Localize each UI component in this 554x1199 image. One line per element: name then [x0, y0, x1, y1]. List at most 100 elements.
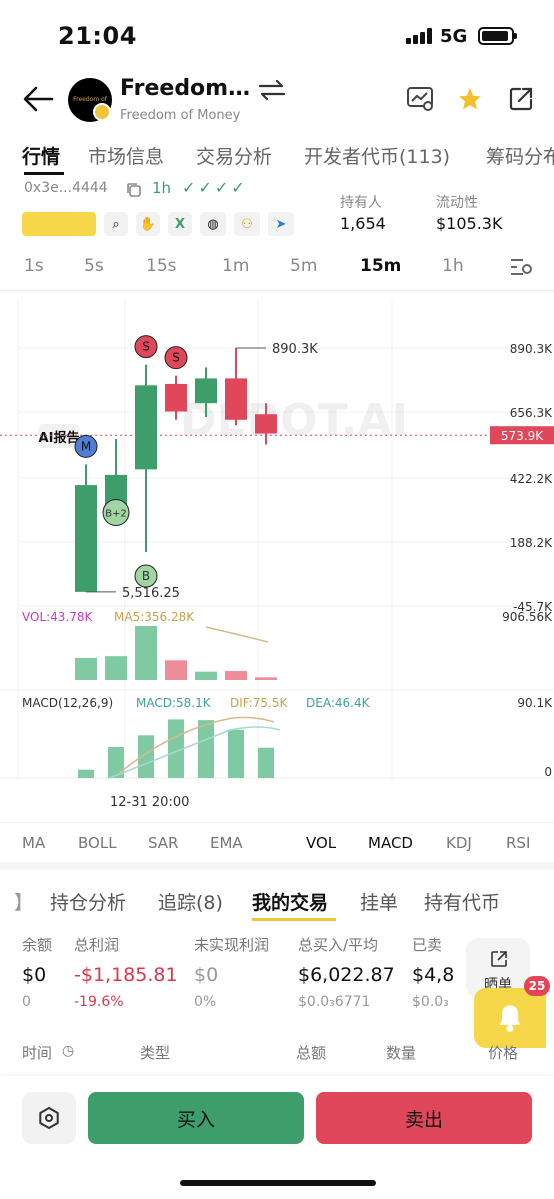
- tab-my-trades[interactable]: 我的交易: [252, 892, 329, 914]
- macd-bar: [138, 735, 154, 778]
- section-tab-underline: [252, 918, 336, 921]
- clock-icon[interactable]: ◷: [62, 1043, 75, 1059]
- interval-5m[interactable]: 5m: [290, 256, 318, 276]
- current-price-label: 573.9K: [501, 429, 544, 443]
- indicator-ema[interactable]: EMA: [210, 834, 243, 852]
- tab-trade-analysis[interactable]: 交易分析: [196, 146, 273, 168]
- interval-5s[interactable]: 5s: [84, 256, 104, 276]
- indicator-rsi[interactable]: RSI: [506, 834, 531, 852]
- vol-label: VOL:43.78K: [22, 610, 94, 624]
- interval-15m[interactable]: 15m: [360, 256, 402, 276]
- notification-button[interactable]: [474, 988, 546, 1048]
- buy-button[interactable]: 买入: [88, 1092, 304, 1144]
- interval-15s[interactable]: 15s: [146, 256, 177, 276]
- x-axis-label: 12-31 20:00: [110, 795, 189, 810]
- indicator-vol[interactable]: VOL: [306, 834, 337, 852]
- profit-percent: -19.6%: [74, 994, 124, 1010]
- trade-marker-label: M: [81, 439, 91, 453]
- back-arrow-icon[interactable]: [22, 86, 54, 112]
- indicator-boll[interactable]: BOLL: [78, 834, 117, 852]
- col-total[interactable]: 总额: [296, 1044, 327, 1062]
- col-price[interactable]: 价格: [488, 1044, 519, 1062]
- vol-ma-line: [205, 626, 269, 643]
- sell-button[interactable]: 卖出: [316, 1092, 532, 1144]
- candle-body: [255, 414, 277, 434]
- tab-tracking[interactable]: 追踪(8): [158, 892, 223, 914]
- macd-zero-label: 0: [544, 765, 552, 779]
- macd-bar: [198, 720, 214, 778]
- tab-dev-tokens[interactable]: 开发者代币(113): [304, 146, 451, 168]
- status-time: 21:04: [58, 22, 137, 50]
- sell-label: 卖出: [404, 1108, 443, 1131]
- x-icon[interactable]: X: [168, 212, 192, 236]
- hand-icon[interactable]: ✋: [136, 212, 160, 236]
- candle-body: [195, 378, 217, 404]
- candle-body: [105, 474, 127, 506]
- globe-icon[interactable]: ◍: [200, 212, 226, 236]
- balance-sub: 0: [22, 994, 31, 1010]
- trade-marker: [164, 346, 188, 370]
- search-icon[interactable]: ⌕: [104, 212, 128, 236]
- share-link-icon[interactable]: [508, 86, 534, 112]
- indicator-macd[interactable]: MACD: [368, 834, 413, 852]
- trade-marker: [134, 564, 158, 588]
- indicator-kdj[interactable]: KDJ: [446, 834, 472, 852]
- watch-chart-icon[interactable]: [406, 86, 436, 112]
- interval-1m[interactable]: 1m: [222, 256, 250, 276]
- trade-settings-button[interactable]: [22, 1092, 76, 1144]
- col-time[interactable]: 时间: [22, 1044, 53, 1062]
- telegram-icon[interactable]: ➤: [268, 212, 294, 236]
- macd-value-label: MACD:58.1K: [136, 696, 212, 710]
- ai-report-button[interactable]: AI报告: [22, 212, 96, 448]
- tab-position-analysis[interactable]: 持仓分析: [50, 892, 127, 914]
- high-label: 890.3K: [272, 342, 318, 357]
- interval-1s[interactable]: 1s: [24, 256, 44, 276]
- chain-badge-icon: [93, 103, 111, 121]
- sold-label: 已卖: [412, 936, 443, 954]
- tab-market-info[interactable]: 市场信息: [88, 146, 165, 168]
- trade-marker-label: S: [172, 351, 180, 365]
- indicator-sar[interactable]: SAR: [148, 834, 179, 852]
- trade-marker: [134, 335, 158, 359]
- safety-checks: ✓✓✓✓: [182, 178, 248, 197]
- indicator-ma[interactable]: MA: [22, 834, 46, 852]
- trade-marker: [102, 498, 130, 526]
- group-icon[interactable]: ⚇: [234, 212, 260, 236]
- macd-bar: [108, 747, 124, 778]
- balance-value: $0: [22, 964, 47, 986]
- hexagon-settings-icon: [39, 1106, 59, 1130]
- trade-marker-label: B+2: [105, 508, 127, 519]
- divider: [0, 822, 554, 823]
- macd-bar: [78, 769, 94, 778]
- unrealized-value: $0: [194, 964, 219, 986]
- tab-held-tokens[interactable]: 持有代币: [424, 892, 501, 914]
- vol-ma-label: MA5:356.28K: [114, 610, 195, 624]
- holders-label: 持有人: [340, 195, 382, 211]
- unrealized-label: 未实现利润: [194, 936, 270, 954]
- token-subtitle: Freedom of Money: [120, 108, 241, 123]
- total-buy-label: 总买入/平均: [298, 936, 379, 954]
- col-type[interactable]: 类型: [140, 1044, 171, 1062]
- price-chart[interactable]: DEBOT.AI 890.3K 656.3K 422.2K 188.2K -45.7K 57…: [0, 290, 554, 820]
- copy-icon[interactable]: [126, 182, 142, 198]
- tab-market[interactable]: 行情: [22, 146, 61, 168]
- swap-icon[interactable]: [258, 80, 286, 100]
- token-age: 1h: [152, 179, 172, 197]
- holders-value: 1,654: [340, 214, 386, 233]
- col-amount[interactable]: 数量: [386, 1044, 417, 1062]
- y-tick-label: 422.2K: [510, 472, 553, 486]
- contract-address[interactable]: 0x3e...4444: [24, 180, 108, 196]
- sold-avg: $0.0₃: [412, 994, 449, 1010]
- total-buy-avg: $0.0₃6771: [298, 994, 371, 1010]
- interval-1h[interactable]: 1h: [442, 256, 464, 276]
- star-icon[interactable]: [456, 86, 484, 112]
- tab-prev-clipped[interactable]: 】: [14, 892, 34, 914]
- tab-chip-distribution[interactable]: 筹码分布: [486, 146, 554, 168]
- macd-bar: [228, 729, 244, 778]
- tab-orders[interactable]: 挂单: [360, 892, 399, 914]
- chart-settings-icon[interactable]: [508, 256, 534, 278]
- candle-body: [165, 383, 187, 412]
- signal-icon: [406, 28, 434, 44]
- liquidity-value: $105.3K: [436, 214, 503, 233]
- y-tick-label: 188.2K: [510, 536, 553, 550]
